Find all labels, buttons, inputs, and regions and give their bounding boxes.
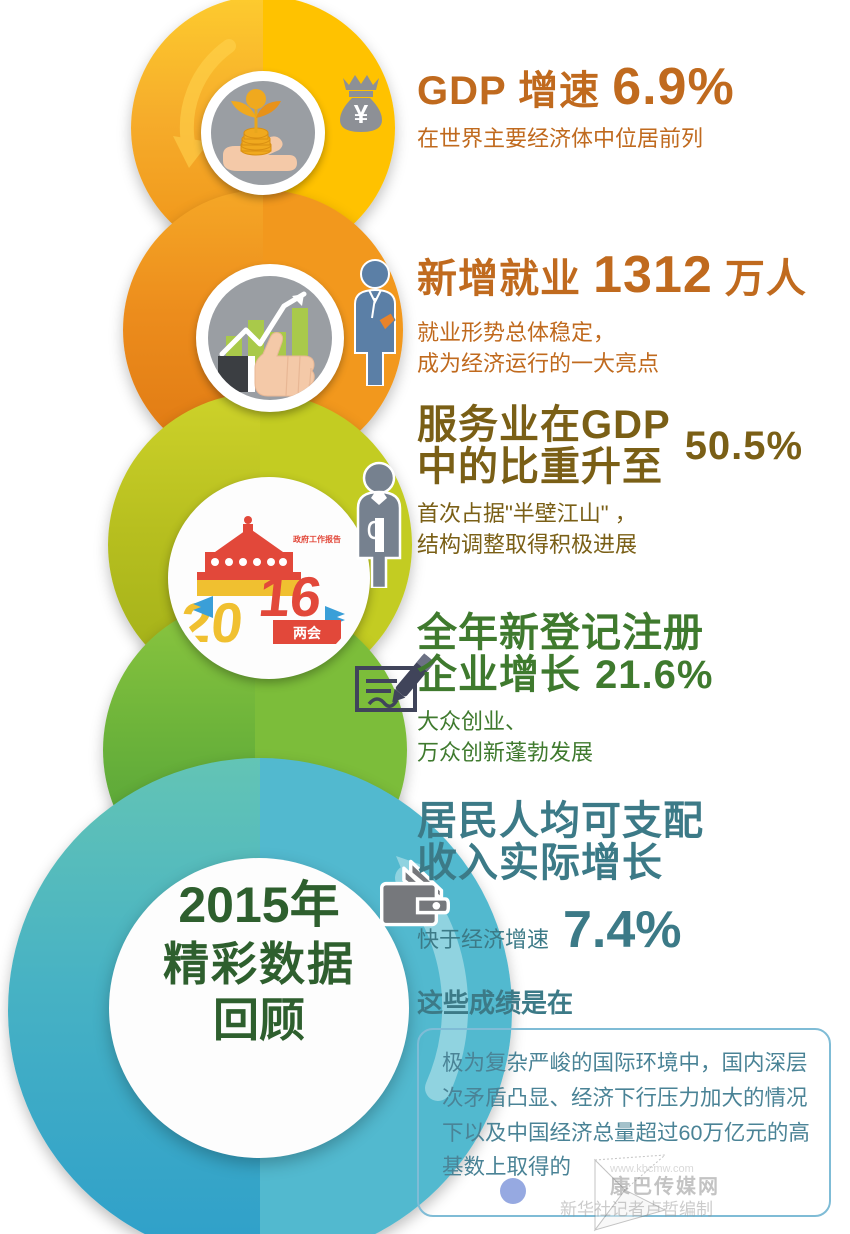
svg-text:¥: ¥ xyxy=(354,99,369,129)
svg-text:政府工作报告: 政府工作报告 xyxy=(293,534,341,544)
svg-text:16: 16 xyxy=(256,565,325,628)
svg-text:两会: 两会 xyxy=(293,625,322,641)
